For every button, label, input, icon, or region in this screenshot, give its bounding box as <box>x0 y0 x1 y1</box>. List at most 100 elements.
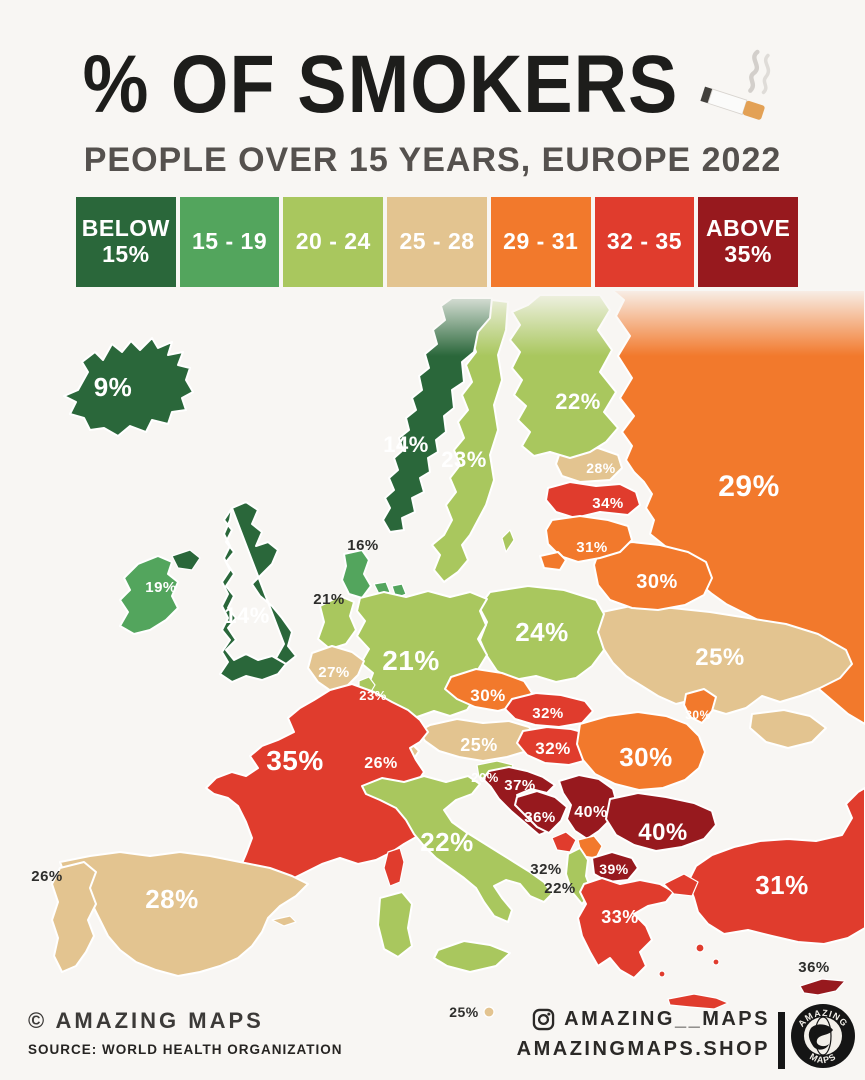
country-label-estonia: 28% <box>586 460 616 476</box>
country-shape-gotland <box>501 529 515 553</box>
country-shape-romania <box>576 711 706 791</box>
country-shape-italy <box>361 775 553 923</box>
country-shape-balearics <box>271 915 297 927</box>
country-label-iceland: 9% <box>94 372 133 402</box>
country-label-belgium: 27% <box>318 664 350 681</box>
country-label-portugal: 26% <box>31 868 63 885</box>
country-label-denmark: 16% <box>347 537 379 554</box>
country-label-spain: 28% <box>145 884 199 914</box>
country-shape-crete <box>667 993 729 1010</box>
source-text: SOURCE: WORLD HEALTH ORGANIZATION <box>28 1042 343 1057</box>
country-label-czechia: 30% <box>470 686 506 705</box>
country-label-poland: 24% <box>515 617 569 647</box>
country-shape-sardinia <box>377 891 413 958</box>
country-shape-cyprus <box>799 978 846 996</box>
instagram-handle: AMAZING__MAPS <box>564 1008 770 1030</box>
country-label-bulgaria: 40% <box>638 819 688 846</box>
country-label-finland: 22% <box>555 389 601 414</box>
footer-right: AMAZING__MAPS AMAZINGMAPS.SHOP <box>517 1008 770 1061</box>
legend-item-3: 25 - 28 <box>387 197 487 287</box>
country-label-slovakia: 32% <box>532 705 564 722</box>
country-shape-ireland <box>119 555 179 635</box>
svg-text:MAPS: MAPS <box>808 1051 838 1065</box>
country-label-romania: 30% <box>619 742 673 772</box>
country-label-moldova: 30% <box>685 708 711 722</box>
legend-item-1: 15 - 19 <box>179 197 280 287</box>
country-label-lithuania: 31% <box>576 539 608 556</box>
country-shape-iceland <box>63 337 194 437</box>
country-label-switzerland: 26% <box>364 755 398 772</box>
country-shape-aegean-isle-3 <box>658 970 666 978</box>
country-shape-bulgaria <box>605 792 717 852</box>
country-label-albania: 22% <box>544 880 576 897</box>
page-title: % OF SMOKERS <box>82 38 679 130</box>
country-shape-denmark <box>341 549 372 599</box>
country-shape-belgium <box>307 645 365 692</box>
country-shape-portugal <box>51 861 97 973</box>
country-shape-north-macedonia <box>591 851 639 883</box>
footer-divider <box>778 1012 785 1069</box>
country-label-italy: 22% <box>420 827 474 857</box>
country-label-ukraine: 25% <box>695 644 745 671</box>
country-label-croatia: 37% <box>504 777 536 794</box>
country-label-netherlands: 21% <box>313 591 345 608</box>
country-shape-france <box>205 683 429 885</box>
country-label-malta: 25% <box>449 1004 479 1020</box>
website-text: AMAZINGMAPS.SHOP <box>516 1038 770 1060</box>
country-shape-austria <box>418 718 538 762</box>
legend-item-0: BELOW 15% <box>76 197 176 287</box>
country-shape-great-britain <box>219 501 297 683</box>
country-label-slovenia: 20% <box>471 770 499 785</box>
cigarette-icon <box>700 49 771 120</box>
legend-item-5: 32 - 35 <box>594 197 695 287</box>
country-shape-greece <box>577 877 675 979</box>
legend-item-6: ABOVE 35% <box>698 197 799 287</box>
country-label-serbia: 40% <box>574 804 608 821</box>
country-shape-aegean-isle-2 <box>712 958 720 966</box>
country-label-latvia: 34% <box>592 495 624 512</box>
country-shape-sweden <box>431 299 509 583</box>
country-shape-norway <box>382 297 493 533</box>
legend-item-2: 20 - 24 <box>283 197 384 287</box>
country-label-north-macedonia: 39% <box>599 861 629 877</box>
country-label-norway: 14% <box>383 432 429 457</box>
country-shape-netherlands <box>317 595 357 650</box>
country-shape-serbia <box>558 774 618 840</box>
country-shape-northern-ireland <box>171 549 201 571</box>
legend: BELOW 15% 15 - 19 20 - 24 25 - 28 29 - 31 32 -… <box>76 197 799 287</box>
country-label-greece: 33% <box>601 907 639 927</box>
logo-text-bottom: MAPS <box>808 1051 837 1065</box>
country-label-russia: 29% <box>718 470 780 503</box>
country-shape-bosnia <box>514 790 568 834</box>
country-label-montenegro: 32% <box>530 861 562 878</box>
map-top-fade <box>330 286 865 356</box>
country-label-bosnia-and-herzegovina: 36% <box>524 809 556 826</box>
amazing-maps-logo: AMAZING MAPS <box>791 1004 855 1068</box>
country-shape-aegean-isle-1 <box>695 943 705 953</box>
footer-left: © AMAZING MAPS SOURCE: WORLD HEALTH ORGA… <box>28 1008 342 1057</box>
header: % OF SMOKERS <box>0 38 865 130</box>
country-shape-lithuania <box>545 515 633 563</box>
country-shape-malta-dot <box>483 1006 495 1018</box>
country-label-france: 35% <box>266 745 324 776</box>
country-shape-belarus <box>593 541 713 611</box>
country-label-ireland: 19% <box>145 579 177 596</box>
country-label-united-kingdom: 14% <box>224 603 270 628</box>
country-shape-montenegro <box>551 831 577 853</box>
country-shape-corsica <box>383 847 405 887</box>
country-shape-sicily <box>433 940 511 973</box>
country-shape-kaliningrad <box>539 551 567 571</box>
country-label-germany: 21% <box>382 645 440 676</box>
country-label-turkey: 31% <box>755 870 809 900</box>
country-shape-turkey <box>687 787 865 945</box>
country-label-austria: 25% <box>460 735 498 755</box>
copyright-text: © AMAZING MAPS <box>28 1008 264 1033</box>
instagram-icon <box>532 1008 555 1031</box>
country-shape-latvia <box>545 481 641 519</box>
country-label-cyprus: 36% <box>798 959 830 976</box>
country-label-belarus: 30% <box>636 571 678 593</box>
country-label-sweden: 23% <box>441 447 487 472</box>
country-shape-ukraine <box>595 604 853 715</box>
